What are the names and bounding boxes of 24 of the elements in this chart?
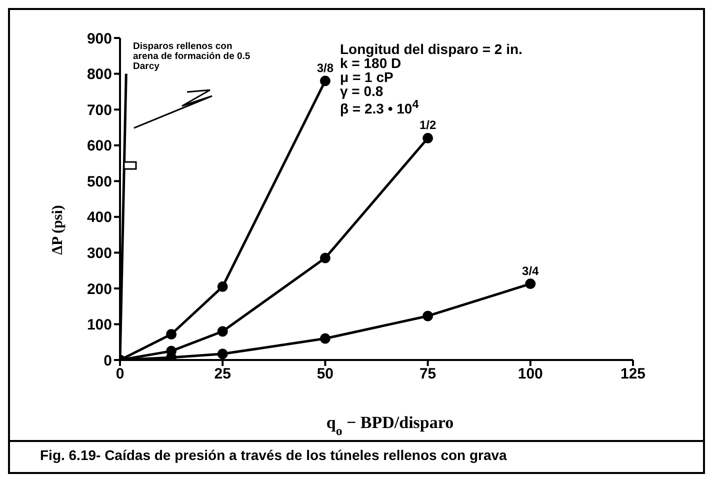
y-tick-label: 200 — [86, 280, 112, 298]
y-axis-title: ΔP (psi) — [50, 205, 66, 255]
x-tick-label: 0 — [116, 366, 124, 383]
y-tick-label: 100 — [86, 316, 112, 334]
series-label: 3/8 — [316, 60, 334, 75]
caption: Fig. 6.19- Caídas de presión a través de los túneles rellenos con grava — [39, 446, 508, 465]
y-tick-label: 500 — [86, 173, 112, 190]
x-axis-title: q$_{o}$ − BPD/disparo — [326, 413, 454, 438]
y-tick-label: 900 — [86, 30, 112, 48]
y-tick-label: 600 — [86, 138, 112, 155]
series-label: 3/4 — [522, 264, 540, 278]
y-tick-label: 700 — [86, 102, 112, 119]
x-tick-label: 50 — [316, 366, 334, 383]
y-tick-label: 400 — [86, 209, 112, 226]
x-tick-label: 100 — [518, 366, 543, 383]
y-tick-label: 0 — [104, 352, 112, 370]
x-tick-label: 75 — [419, 366, 436, 383]
y-tick-label: 800 — [86, 66, 112, 84]
y-tick-label: 300 — [86, 244, 112, 262]
annotation: Longitud del disparo = 2 in. k = 180 D μ = 1 cP γ = 0.8 β = 2.3 • 10$^{4}$ — [340, 41, 524, 117]
x-tick-label: 25 — [214, 366, 231, 383]
series-label: 1/2 — [419, 118, 436, 132]
x-tick-label: 125 — [620, 366, 646, 383]
annotation: Disparos rellenos con arena de formación de 0.5 Darcy — [133, 41, 252, 72]
